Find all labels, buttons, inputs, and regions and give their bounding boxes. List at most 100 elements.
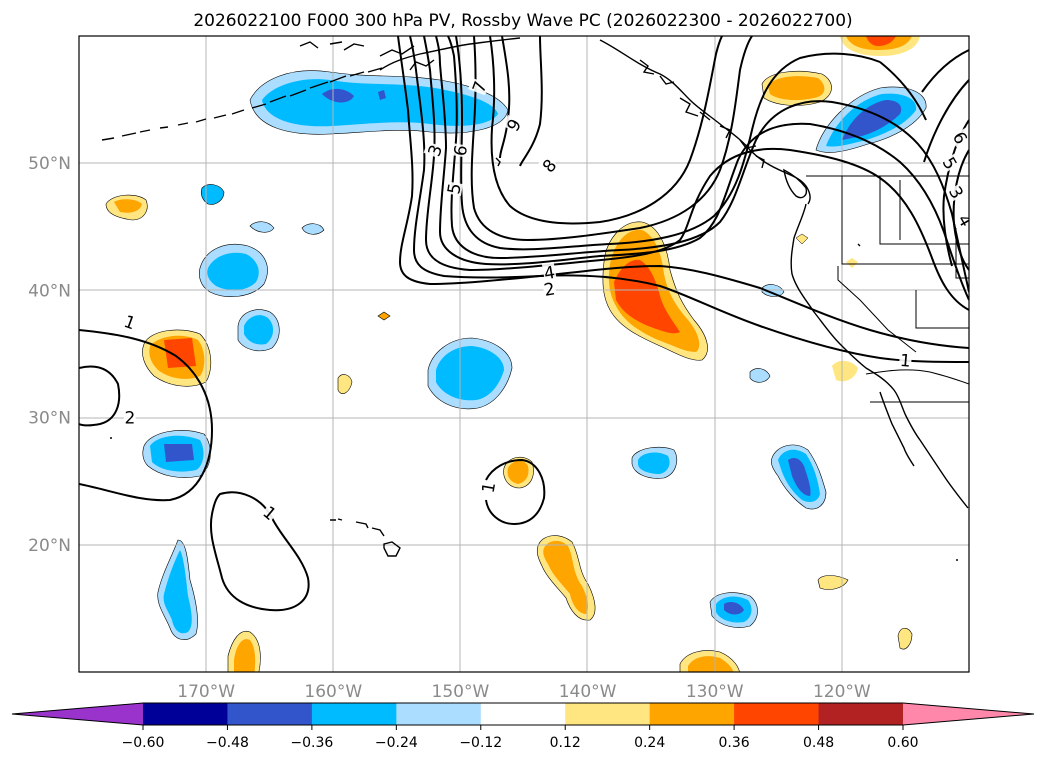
pv-contour-label-background [541,278,557,299]
colorbar-extend-max [903,703,1034,725]
pv-contour-1-central [485,458,546,526]
pv-contour-label-text: 2 [124,409,135,429]
colorbar-tick-label: −0.12 [459,735,502,751]
negative-anomaly-aleutians-core [262,79,498,127]
negative-anomaly-small-e5 [761,284,785,297]
colorbar-segment [734,703,820,725]
pv-contour-label-background [940,153,962,173]
us-state-borders [837,176,969,353]
longitude-label: 120°W [813,682,871,702]
positive-anomaly-166w-11n-core [234,639,256,672]
colorbar-tick-label: −0.60 [122,735,165,751]
pv-contour-label-background [898,349,913,369]
pv-contour-east-high [952,149,969,271]
pv-contour-label: 6 [449,142,473,158]
canada-coastline [599,39,811,205]
pv-contour-label-text: 5 [444,182,466,196]
political-borders [806,175,969,403]
colorbar-tick-label: 0.12 [550,735,581,751]
negative-anomaly-128w-15n-strong [724,602,744,615]
negative-anomaly-118w-55n-core [842,100,902,140]
aleutian-islands-coastline [101,67,383,141]
positive-anomaly-133w-56n-core [768,76,825,101]
us-mexico-border [865,369,969,403]
pv-contour-label: 2 [541,278,557,301]
pv-contour-2-main [409,36,969,349]
alaska-coastline [299,37,521,71]
map-frame [78,35,970,673]
pv-contour-7-main [470,36,969,242]
negative-anomaly-172w-27n-core [164,444,194,462]
negative-anomaly-small-e4 [749,368,771,383]
negative-anomaly-124w-25n-core [788,458,811,496]
figure-title: 2026022100 F000 300 hPa PV, Rossby Wave … [193,11,852,31]
positive-anomaly-top-edge-strong [866,36,896,46]
longitude-label: 170°W [177,682,235,702]
pv-contour-label: 1 [898,349,913,372]
colorbar-segment [649,703,735,725]
vancouver-island [783,168,808,199]
positive-anomaly-146w-25n-core [507,460,529,484]
pv-contour-label-text: 4 [543,263,557,285]
longitude-label: 150°W [432,682,490,702]
us-west-coastline [790,203,969,509]
colorbar-segment [565,703,651,725]
pv-contour-8-main [489,36,723,225]
negative-anomaly-aleutians-strong-2 [378,90,386,100]
pv-contour-label: 5 [443,180,466,196]
longitude-label: 160°W [304,682,362,702]
map-gridlines [79,36,969,672]
pv-contour-label: 2 [123,407,136,429]
pv-contour-label-text: 2 [543,279,557,301]
pv-contour-label-background [449,142,470,158]
latitude-label: 40°N [28,281,71,301]
baja-coastline [879,391,915,467]
pv-contour-label-background [259,501,281,523]
colorbar-tick-label: −0.36 [290,735,333,751]
colorbar-tick-label: 0.48 [803,735,834,751]
pv-contour-label-text: 6 [451,144,473,158]
pv-contour-lines [79,36,969,612]
coastlines [101,37,969,561]
colorbar-segment [818,703,904,725]
pv-contour-label-background [121,310,139,332]
positive-anomaly-small-e1 [817,575,849,590]
pv-contour-label-background [423,141,445,159]
latitude-label: 20°N [28,536,71,556]
colorbar-segment [311,703,397,725]
pv-contour-label-background [541,261,557,282]
pv-contour-label-background [950,127,969,147]
colorbar-segment [227,703,313,725]
positive-anomaly-small-e2 [897,627,913,650]
pv-contour-label: 4 [541,261,557,285]
colorbar-segment [396,703,482,725]
negative-anomaly-150w-32n-core [436,346,504,401]
colorbar-tick-label: −0.24 [375,735,418,751]
pv-contour-label-background [502,114,524,135]
positive-anomaly-173w-35n-core [164,338,196,368]
negative-anomaly-133w-27n-core [638,452,670,474]
negative-anomaly-small-1 [200,184,225,205]
longitude-label: 140°W [559,682,617,702]
positive-anomaly-143w-17n-core [543,540,589,614]
hawaii-islands [330,518,401,557]
negative-anomaly-168w-42n-core [207,252,259,291]
positive-anomaly-small-e6 [846,258,858,268]
positive-anomaly-tiny-1 [377,311,391,321]
pv-contour-5-main [447,36,969,293]
colorbar: −0.60 −0.48 −0.36 −0.24 −0.12 0.12 0.24 0.36 0.4… [11,702,1035,751]
pv-contour-label-background [468,77,490,96]
positive-anomaly-tiny-2 [337,374,353,394]
pv-contour-label-background [537,154,560,176]
latitude-label: 50°N [28,154,71,174]
pv-contour-label-background [955,210,969,230]
pv-contour-label-background [123,407,136,426]
longitude-label: 130°W [686,682,744,702]
pv-contour-label: 3 [423,141,447,159]
pv-contour-4-main [435,36,969,301]
negative-anomaly-172w-17n-core [163,550,192,634]
negative-anomaly-small-2 [249,221,275,233]
negative-anomaly-aleutians-strong [322,88,354,103]
